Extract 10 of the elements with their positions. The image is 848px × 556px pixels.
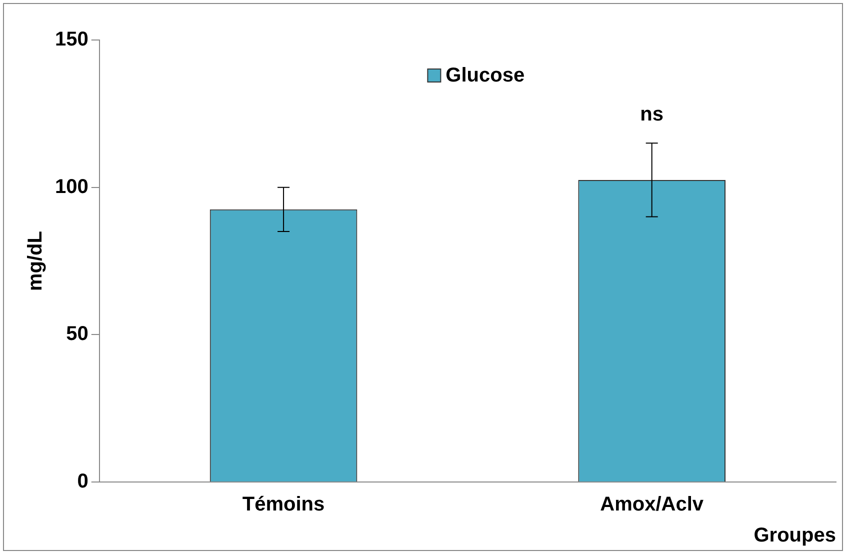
x-axis-title: Groupes	[754, 524, 836, 547]
y-axis-title: mg/dL	[24, 231, 47, 291]
y-tick-label: 100	[54, 176, 88, 198]
y-tick-label: 50	[66, 323, 88, 346]
x-tick-label: Témoins	[242, 494, 325, 516]
legend-label: Glucose	[446, 64, 525, 87]
x-tick-label: Amox/Aclv	[600, 494, 704, 516]
annotation: ns	[640, 104, 664, 126]
y-tick-label: 150	[54, 28, 88, 51]
y-tick-label: 0	[77, 470, 88, 493]
